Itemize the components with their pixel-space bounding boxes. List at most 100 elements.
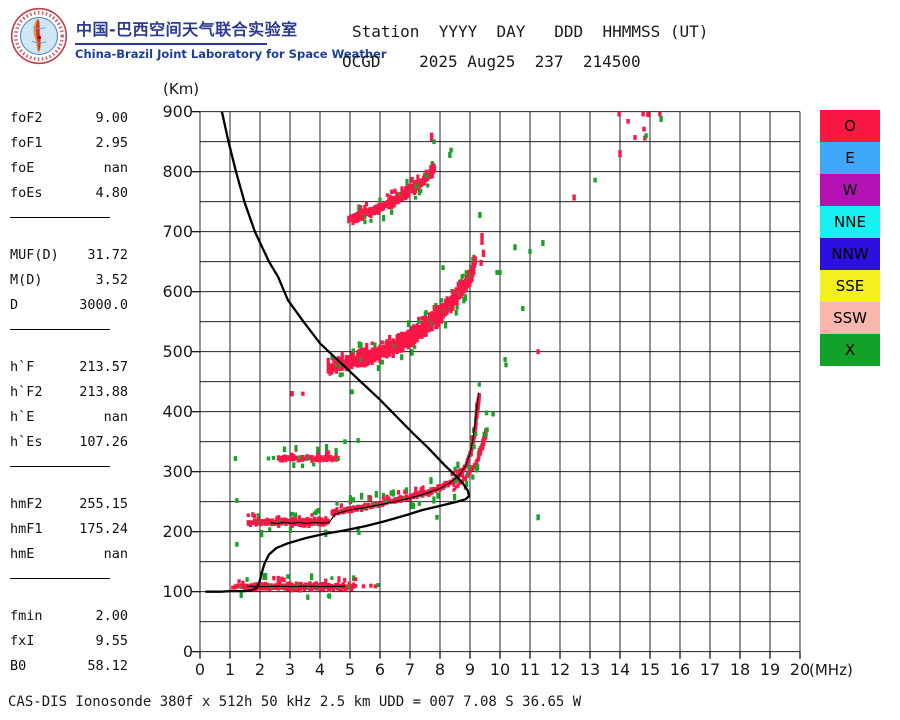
- param-value: 58.12: [87, 657, 128, 674]
- x-tick-label: 8: [435, 660, 445, 679]
- param-value: 9.00: [95, 109, 128, 126]
- param-row: foF2 9.00: [10, 105, 128, 130]
- x-tick-label: 17: [700, 660, 720, 679]
- legend-label: NNW: [831, 245, 869, 263]
- param-value: 213.88: [79, 383, 128, 400]
- param-row: D 3000.0: [10, 292, 128, 317]
- param-separator: [10, 217, 128, 242]
- echo-legend: O E W NNE NNW SSE SSW X: [820, 110, 880, 366]
- param-row: hmE nan: [10, 541, 128, 566]
- param-value: 255.15: [79, 495, 128, 512]
- parameter-panel: foF2 9.00 foF1 2.95 foE nan foEs 4.80 MUF(D) 31.7…: [10, 105, 128, 678]
- param-row: hmF1 175.24: [10, 516, 128, 541]
- lab-logo: [10, 7, 68, 65]
- param-value: 107.26: [79, 433, 128, 450]
- x-tick-label: 7: [405, 660, 415, 679]
- x-tick-label: 4: [315, 660, 325, 679]
- param-label: foF1: [10, 134, 43, 151]
- y-tick-label: 700: [162, 222, 193, 241]
- param-value: 213.57: [79, 358, 128, 375]
- y-axis-unit-label: (Km): [163, 80, 199, 98]
- param-row: h`Es 107.26: [10, 429, 128, 454]
- param-value: 31.72: [87, 246, 128, 263]
- x-tick-label: 14: [610, 660, 630, 679]
- x-tick-label: 1: [225, 660, 235, 679]
- x-tick-label: 9: [465, 660, 475, 679]
- x-tick-label: 6: [375, 660, 385, 679]
- x-tick-label: 13: [580, 660, 600, 679]
- x-tick-label: 5: [345, 660, 355, 679]
- legend-item-O: O: [820, 110, 880, 142]
- station-header-values: OCGD 2025 Aug25 237 214500: [342, 52, 641, 71]
- x-tick-label: 10: [490, 660, 510, 679]
- param-value: nan: [103, 159, 128, 176]
- param-row: foF1 2.95: [10, 130, 128, 155]
- param-row: h`F2 213.88: [10, 379, 128, 404]
- param-label: fxI: [10, 632, 35, 649]
- station-header-columns: Station YYYY DAY DDD HHMMSS (UT): [352, 22, 709, 41]
- param-label: fmin: [10, 607, 43, 624]
- profile-layer: [205, 111, 479, 593]
- x-axis-unit-label: (MHz): [809, 661, 853, 679]
- param-row: fmin 2.00: [10, 603, 128, 628]
- legend-item-SSE: SSE: [820, 270, 880, 302]
- legend-item-NNW: NNW: [820, 238, 880, 270]
- y-tick-label: 200: [162, 522, 193, 541]
- param-value: nan: [103, 408, 128, 425]
- param-label: foE: [10, 159, 35, 176]
- param-label: hmF2: [10, 495, 43, 512]
- legend-label: NNE: [834, 213, 866, 231]
- x-tick-label: 2: [255, 660, 265, 679]
- legend-item-SSW: SSW: [820, 302, 880, 334]
- x-tick-label: 3: [285, 660, 295, 679]
- y-tick-label: 600: [162, 282, 193, 301]
- param-label: hmE: [10, 545, 35, 562]
- legend-label: X: [844, 341, 856, 359]
- param-label: h`Es: [10, 433, 43, 450]
- legend-label: W: [842, 181, 858, 199]
- param-value: 175.24: [79, 520, 128, 537]
- param-row: fxI 9.55: [10, 628, 128, 653]
- param-label: hmF1: [10, 520, 43, 537]
- param-value: 4.80: [95, 184, 128, 201]
- param-separator: [10, 466, 128, 491]
- param-row: foEs 4.80: [10, 180, 128, 205]
- param-label: MUF(D): [10, 246, 59, 263]
- legend-label: SSE: [835, 277, 865, 295]
- param-label: B0: [10, 657, 27, 674]
- globe-logo-icon: [10, 7, 68, 65]
- axis-labels: 0 1 2 3 4 5 6 7 8 9 10 11 12 13 14 15 16 17 18 19 2001002003…: [162, 80, 852, 679]
- param-separator: [10, 578, 128, 603]
- legend-label: E: [845, 149, 855, 167]
- legend-label: SSW: [833, 309, 867, 327]
- x-tick-label: 15: [640, 660, 660, 679]
- y-tick-label: 400: [162, 402, 193, 421]
- lab-title-chinese: 中国-巴西空间天气联合实验室: [76, 20, 298, 39]
- x-tick-label: 11: [520, 660, 540, 679]
- param-row: M(D) 3.52: [10, 267, 128, 292]
- param-row: foE nan: [10, 155, 128, 180]
- legend-item-NNE: NNE: [820, 206, 880, 238]
- legend-item-W: W: [820, 174, 880, 206]
- param-label: D: [10, 296, 19, 313]
- param-separator: [10, 329, 128, 354]
- x-tick-label: 20: [790, 660, 810, 679]
- plot-grid: [199, 111, 801, 653]
- param-value: 9.55: [95, 632, 128, 649]
- lab-title-english: China-Brazil Joint Laboratory for Space …: [75, 47, 387, 61]
- y-tick-label: 800: [162, 162, 193, 181]
- legend-item-X: X: [820, 334, 880, 366]
- axis-ticks: [192, 111, 801, 659]
- true-height-profile-curve: [205, 111, 471, 593]
- y-tick-label: 900: [162, 102, 193, 121]
- param-value: 3.52: [95, 271, 128, 288]
- param-row: MUF(D) 31.72: [10, 242, 128, 267]
- fitted-trace-curve: [270, 392, 479, 525]
- legend-item-E: E: [820, 142, 880, 174]
- param-value: 3000.0: [79, 296, 128, 313]
- param-label: h`E: [10, 408, 35, 425]
- param-label: foF2: [10, 109, 43, 126]
- x-tick-label: 18: [730, 660, 750, 679]
- param-label: h`F: [10, 358, 35, 375]
- param-row: hmF2 255.15: [10, 491, 128, 516]
